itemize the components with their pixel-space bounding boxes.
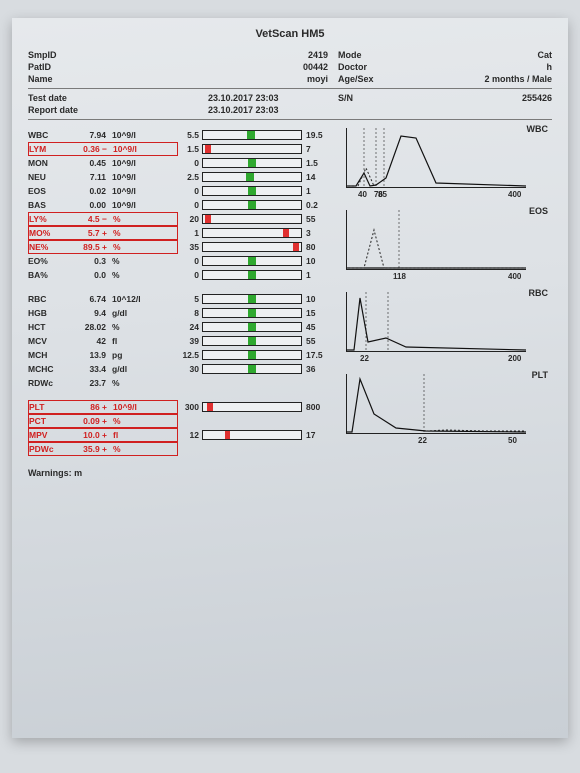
param-row-hct: HCT28.02% bbox=[28, 320, 178, 334]
param-row-mch: MCH13.9pg bbox=[28, 348, 178, 362]
separator bbox=[28, 119, 552, 120]
warnings-line: Warnings: m bbox=[28, 468, 552, 478]
param-row-ly%: LY%4.5 −% bbox=[28, 212, 178, 226]
range-bar-rdwc bbox=[178, 376, 338, 390]
param-row-mo%: MO%5.7 +% bbox=[28, 226, 178, 240]
param-row-mcv: MCV42fl bbox=[28, 334, 178, 348]
range-bar-plt: 300800 bbox=[178, 400, 338, 414]
param-row-rdwc: RDWc23.7% bbox=[28, 376, 178, 390]
range-bar-mo%: 13 bbox=[178, 226, 338, 240]
param-row-wbc: WBC7.9410^9/l bbox=[28, 128, 178, 142]
range-bar-eo%: 010 bbox=[178, 254, 338, 268]
param-row-plt: PLT86 +10^9/l bbox=[28, 400, 178, 414]
param-row-mpv: MPV10.0 +fl bbox=[28, 428, 178, 442]
param-row-mchc: MCHC33.4g/dl bbox=[28, 362, 178, 376]
header-row: PatID00442Doctorh bbox=[28, 62, 552, 72]
histograms-column: WBC407685400EOS118400RBC22200PLT2250 bbox=[338, 128, 552, 456]
date-row: Report date23.10.2017 23:03 bbox=[28, 105, 552, 115]
header-block: SmpID2419ModeCat PatID00442Doctorh Namemoy… bbox=[28, 50, 552, 84]
param-row-eo%: EO%0.3% bbox=[28, 254, 178, 268]
separator bbox=[28, 88, 552, 89]
param-row-neu: NEU7.1110^9/l bbox=[28, 170, 178, 184]
histogram-eos: EOS118400 bbox=[346, 210, 552, 288]
range-bar-mcv: 3955 bbox=[178, 334, 338, 348]
main-area: WBC7.9410^9/lLYM0.36 −10^9/lMON0.4510^9/… bbox=[28, 128, 552, 456]
range-bar-ne%: 3580 bbox=[178, 240, 338, 254]
param-row-pdwc: PDWc35.9 +% bbox=[28, 442, 178, 456]
range-bar-rbc: 510 bbox=[178, 292, 338, 306]
param-row-eos: EOS0.0210^9/l bbox=[28, 184, 178, 198]
bars-column: 5.519.51.5701.52.5140100.220551335800100… bbox=[178, 128, 338, 456]
range-bar-hgb: 815 bbox=[178, 306, 338, 320]
date-block: Test date23.10.2017 23:03S/N255426 Report… bbox=[28, 93, 552, 115]
param-row-lym: LYM0.36 −10^9/l bbox=[28, 142, 178, 156]
range-bar-mchc: 3036 bbox=[178, 362, 338, 376]
histogram-rbc: RBC22200 bbox=[346, 292, 552, 370]
range-bar-eos: 01 bbox=[178, 184, 338, 198]
range-bar-bas: 00.2 bbox=[178, 198, 338, 212]
device-title: VetScan HM5 bbox=[28, 28, 552, 40]
values-column: WBC7.9410^9/lLYM0.36 −10^9/lMON0.4510^9/… bbox=[28, 128, 178, 456]
range-bar-hct: 2445 bbox=[178, 320, 338, 334]
header-row: SmpID2419ModeCat bbox=[28, 50, 552, 60]
param-row-mon: MON0.4510^9/l bbox=[28, 156, 178, 170]
param-row-ba%: BA%0.0% bbox=[28, 268, 178, 282]
header-row: NamemoyiAge/Sex2 months / Male bbox=[28, 74, 552, 84]
param-row-rbc: RBC6.7410^12/l bbox=[28, 292, 178, 306]
range-bar-mch: 12.517.5 bbox=[178, 348, 338, 362]
range-bar-pdwc bbox=[178, 442, 338, 456]
range-bar-neu: 2.514 bbox=[178, 170, 338, 184]
histogram-plt: PLT2250 bbox=[346, 374, 552, 452]
param-row-ne%: NE%89.5 +% bbox=[28, 240, 178, 254]
date-row: Test date23.10.2017 23:03S/N255426 bbox=[28, 93, 552, 103]
range-bar-pct bbox=[178, 414, 338, 428]
report-sheet: VetScan HM5 SmpID2419ModeCat PatID00442Do… bbox=[12, 18, 568, 738]
range-bar-mpv: 1217 bbox=[178, 428, 338, 442]
range-bar-mon: 01.5 bbox=[178, 156, 338, 170]
range-bar-ba%: 01 bbox=[178, 268, 338, 282]
range-bar-ly%: 2055 bbox=[178, 212, 338, 226]
range-bar-lym: 1.57 bbox=[178, 142, 338, 156]
param-row-hgb: HGB9.4g/dl bbox=[28, 306, 178, 320]
histogram-wbc: WBC407685400 bbox=[346, 128, 552, 206]
param-row-bas: BAS0.0010^9/l bbox=[28, 198, 178, 212]
param-row-pct: PCT0.09 +% bbox=[28, 414, 178, 428]
range-bar-wbc: 5.519.5 bbox=[178, 128, 338, 142]
